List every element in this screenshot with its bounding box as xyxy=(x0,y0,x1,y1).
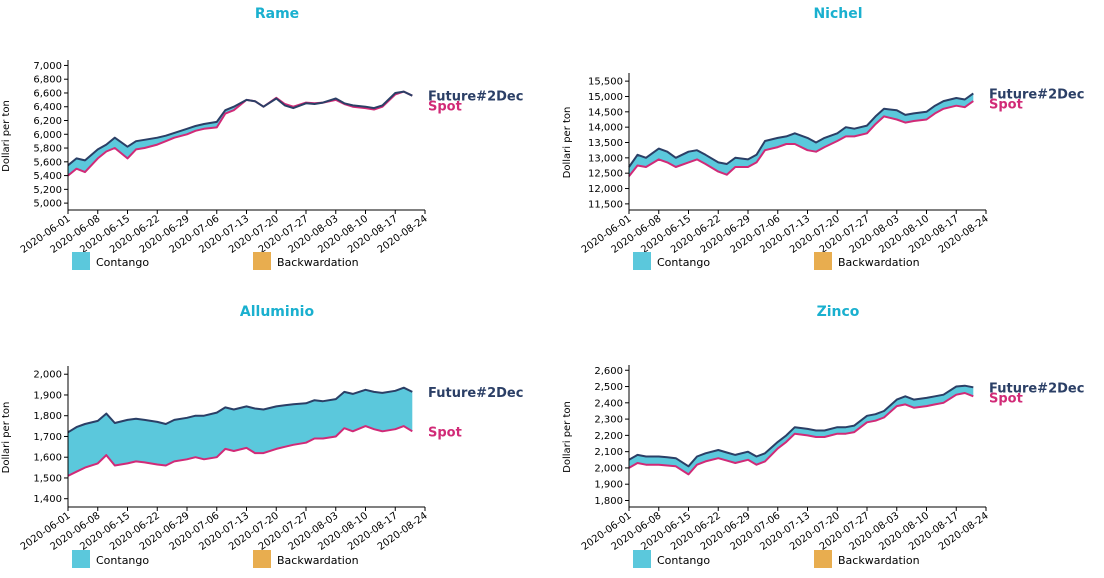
chart-nichel: Nichel Dollari per ton 11,500 12,000 12,500 1… xyxy=(562,6,1084,270)
legend-swatch-backwardation xyxy=(814,550,832,568)
y-tick-label: 1,900 xyxy=(594,480,623,491)
y-tick-label: 1,500 xyxy=(33,473,62,484)
y-tick-label: 6,200 xyxy=(33,116,62,127)
legend-swatch-contango xyxy=(72,252,90,270)
legend-label-backwardation: Backwardation xyxy=(277,256,359,269)
y-axis-label: Dollari per ton xyxy=(1,402,12,474)
y-tick-label: 1,400 xyxy=(33,494,62,505)
y-tick-label: 13,500 xyxy=(588,138,623,149)
y-tick-label: 2,500 xyxy=(594,382,623,393)
spot-line xyxy=(628,392,974,476)
spot-end-label: Spot xyxy=(989,97,1023,112)
legend-swatch-backwardation xyxy=(814,252,832,270)
legend-swatch-contango xyxy=(633,550,651,568)
legend-swatch-contango xyxy=(633,252,651,270)
y-tick-label: 15,500 xyxy=(588,77,623,88)
y-axis-label: Dollari per ton xyxy=(562,107,573,179)
y-tick-label: 6,800 xyxy=(33,75,62,86)
y-tick-label: 5,000 xyxy=(33,199,62,210)
legend-label-backwardation: Backwardation xyxy=(838,256,920,269)
y-tick-label: 1,900 xyxy=(33,390,62,401)
y-tick-label: 6,600 xyxy=(33,88,62,99)
y-tick-label: 14,000 xyxy=(588,123,623,134)
chart-title: Nichel xyxy=(813,6,862,22)
y-tick-label: 11,500 xyxy=(588,199,623,210)
future-line xyxy=(628,384,974,468)
future-end-label: Future#2Dec xyxy=(989,381,1084,396)
spot-end-label: Spot xyxy=(428,425,462,440)
y-tick-label: 2,100 xyxy=(594,447,623,458)
chart-title: Alluminio xyxy=(240,304,315,320)
legend-swatch-backwardation xyxy=(253,550,271,568)
y-tick-label: 2,000 xyxy=(594,463,623,474)
y-tick-label: 1,800 xyxy=(594,496,623,507)
y-tick-label: 14,500 xyxy=(588,107,623,118)
future-line xyxy=(628,92,974,168)
contango-area xyxy=(68,387,413,476)
y-axis-label: Dollari per ton xyxy=(1,100,12,172)
spot-line xyxy=(67,90,413,177)
contango-area xyxy=(629,93,974,177)
y-tick-label: 1,700 xyxy=(33,432,62,443)
spot-line xyxy=(67,425,413,477)
chart-alluminio: Alluminio Dollari per ton 1,400 1,500 1,600 1… xyxy=(1,304,523,568)
legend-swatch-contango xyxy=(72,550,90,568)
contango-area xyxy=(629,385,974,475)
legend-label-backwardation: Backwardation xyxy=(277,554,359,567)
y-tick-label: 5,600 xyxy=(33,157,62,168)
y-tick-label: 6,000 xyxy=(33,130,62,141)
y-tick-label: 2,200 xyxy=(594,431,623,442)
y-tick-label: 2,600 xyxy=(594,366,623,377)
chart-title: Rame xyxy=(255,6,299,22)
legend-label-contango: Contango xyxy=(657,256,710,269)
legend-label-contango: Contango xyxy=(96,554,149,567)
legend-swatch-backwardation xyxy=(253,252,271,270)
future-end-label: Future#2Dec xyxy=(428,386,523,401)
y-tick-label: 2,400 xyxy=(594,398,623,409)
y-tick-label: 12,500 xyxy=(588,169,623,180)
chart-zinco: Zinco Dollari per ton 1,800 1,900 2,000 2,100… xyxy=(562,304,1084,568)
legend-label-contango: Contango xyxy=(657,554,710,567)
spot-end-label: Spot xyxy=(989,391,1023,406)
y-tick-label: 5,800 xyxy=(33,144,62,155)
y-axis-label: Dollari per ton xyxy=(562,401,573,473)
legend-label-backwardation: Backwardation xyxy=(838,554,920,567)
legend-label-contango: Contango xyxy=(96,256,149,269)
y-tick-label: 2,000 xyxy=(33,370,62,381)
y-tick-label: 12,000 xyxy=(588,184,623,195)
y-tick-label: 6,400 xyxy=(33,102,62,113)
y-tick-label: 1,800 xyxy=(33,411,62,422)
future-line xyxy=(67,386,413,434)
future-end-label: Future#2Dec xyxy=(989,87,1084,102)
future-end-label: Future#2Dec xyxy=(428,90,523,105)
spot-end-label: Spot xyxy=(428,100,462,115)
y-tick-label: 1,600 xyxy=(33,453,62,464)
y-tick-label: 15,000 xyxy=(588,92,623,103)
y-tick-label: 5,400 xyxy=(33,171,62,182)
y-tick-label: 5,200 xyxy=(33,185,62,196)
spot-line xyxy=(628,100,974,177)
future-line xyxy=(67,90,413,167)
y-tick-label: 7,000 xyxy=(33,61,62,72)
chart-title: Zinco xyxy=(817,304,860,320)
y-tick-label: 2,300 xyxy=(594,415,623,426)
y-tick-label: 13,000 xyxy=(588,153,623,164)
chart-rame: Rame Dollari per ton 5,000 5,200 5,400 5,600 5… xyxy=(1,6,523,270)
